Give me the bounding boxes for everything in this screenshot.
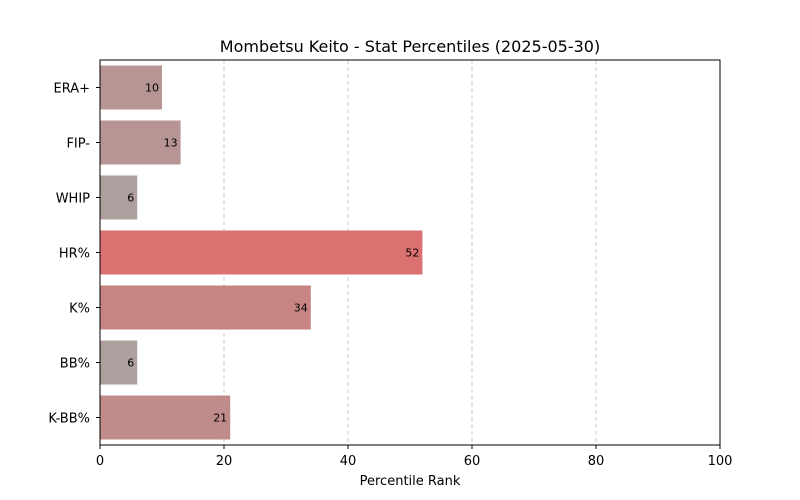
- x-tick-label: 80: [588, 454, 605, 469]
- y-tick-label: K-BB%: [48, 412, 90, 427]
- bar: [100, 285, 311, 330]
- x-tick-label: 100: [708, 454, 733, 469]
- bar-value-label: 6: [127, 192, 134, 205]
- x-tick-label: 0: [96, 454, 104, 469]
- bar: [100, 230, 423, 275]
- y-tick-label: ERA+: [53, 82, 90, 97]
- x-tick-label: 60: [464, 454, 481, 469]
- y-tick-label: FIP-: [66, 137, 90, 152]
- bar-value-label: 34: [294, 302, 308, 315]
- x-axis-ticks: 0 20 40 60 80 100: [96, 445, 733, 469]
- bar: [100, 175, 138, 220]
- bar: [100, 120, 181, 165]
- bar-value-label: 52: [405, 247, 419, 260]
- y-tick-label: WHIP: [56, 192, 90, 207]
- chart-title: Mombetsu Keito - Stat Percentiles (2025-…: [220, 37, 600, 56]
- bars: 10 13 6 52 34 6 21: [100, 65, 423, 440]
- bar-value-label: 21: [213, 412, 227, 425]
- y-axis-ticks: ERA+ FIP- WHIP HR% K% BB% K-BB%: [48, 82, 100, 427]
- bar: [100, 65, 162, 110]
- x-tick-label: 20: [216, 454, 233, 469]
- bar: [100, 340, 138, 385]
- bar-value-label: 10: [145, 82, 159, 95]
- bar: [100, 395, 231, 440]
- x-axis-label: Percentile Rank: [360, 474, 461, 489]
- y-tick-label: K%: [69, 302, 90, 317]
- bar-value-label: 6: [127, 357, 134, 370]
- x-tick-label: 40: [340, 454, 357, 469]
- y-tick-label: HR%: [59, 247, 90, 262]
- y-tick-label: BB%: [60, 357, 90, 372]
- bar-value-label: 13: [164, 137, 178, 150]
